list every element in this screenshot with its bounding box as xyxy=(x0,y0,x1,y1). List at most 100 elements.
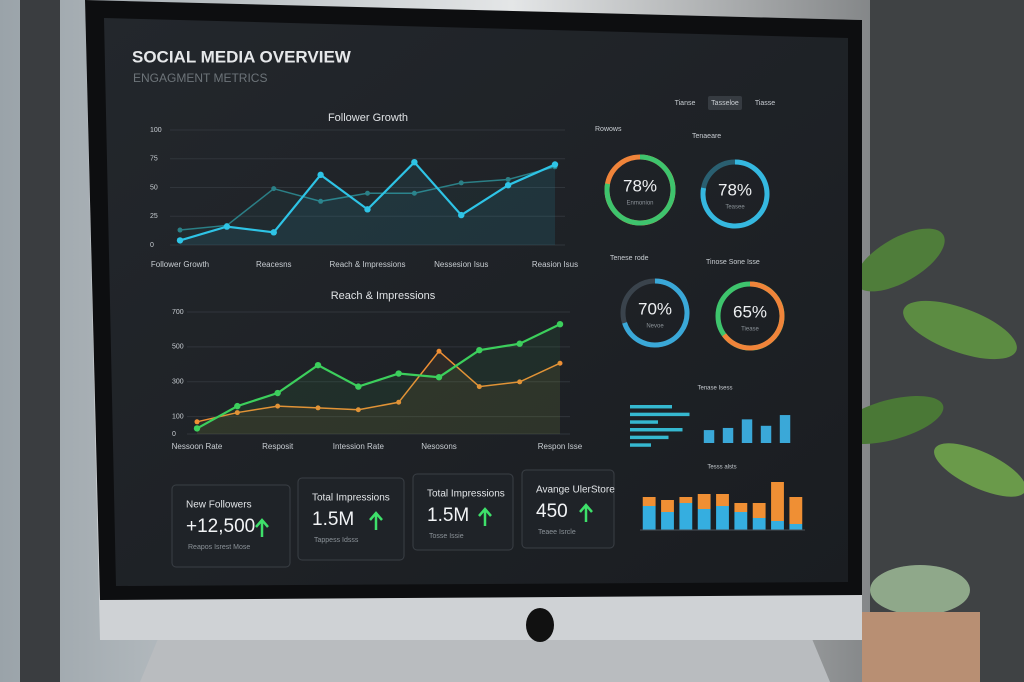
point xyxy=(270,229,277,236)
x-tick-label: Reasion Isus xyxy=(532,260,578,269)
point xyxy=(364,206,371,213)
bar-segment xyxy=(697,494,711,509)
donut-caption: Teasee xyxy=(725,205,745,211)
y-tick-label: 0 xyxy=(172,431,176,438)
y-tick-label: 500 xyxy=(172,344,184,351)
point xyxy=(504,182,512,189)
bar-segment xyxy=(642,506,656,530)
point xyxy=(234,402,241,410)
point xyxy=(355,383,362,390)
bar xyxy=(630,405,672,409)
point xyxy=(314,361,322,369)
chart-title: Tesss alsts xyxy=(707,465,736,471)
tab[interactable]: Tianse xyxy=(675,100,696,107)
x-tick-label: Follower Growth xyxy=(151,260,209,269)
x-tick-label: Nessoon Rate xyxy=(172,442,223,451)
donut-title: Tinose Sone Isse xyxy=(706,259,760,266)
bar-segment xyxy=(789,497,803,524)
donut-title: Rowows xyxy=(595,126,622,133)
bar xyxy=(722,427,734,443)
y-tick-label: 300 xyxy=(172,379,184,386)
chart-title: Reach & Impressions xyxy=(331,290,436,302)
point xyxy=(476,384,482,390)
point xyxy=(193,425,201,432)
bar-segment xyxy=(679,503,693,530)
tab[interactable]: Tasseloe xyxy=(711,100,739,107)
bar xyxy=(760,425,772,443)
point xyxy=(476,346,483,354)
chart-title: Follower Growth xyxy=(328,112,408,124)
donut-arc xyxy=(604,154,676,226)
stat-card xyxy=(521,469,615,549)
chart-title: Tenase Isess xyxy=(697,386,732,392)
point xyxy=(411,159,418,166)
bar xyxy=(630,435,669,440)
tab[interactable] xyxy=(708,96,742,110)
stat-value: 450 xyxy=(536,501,568,522)
y-tick-label: 700 xyxy=(172,309,184,316)
bar xyxy=(630,428,683,432)
bar xyxy=(703,430,715,443)
bar xyxy=(741,419,753,443)
bar-segment xyxy=(752,503,766,518)
point xyxy=(274,389,281,397)
bar-segment xyxy=(789,524,803,530)
bar xyxy=(630,443,651,447)
point xyxy=(318,198,324,204)
point xyxy=(396,399,402,405)
donut-value: 70% xyxy=(638,299,672,318)
point xyxy=(234,410,240,416)
x-tick-label: Nessesion Isus xyxy=(434,260,488,269)
x-tick-label: Reach & Impressions xyxy=(329,260,405,269)
subtitle: ENGAGMENT METRICS xyxy=(133,71,267,85)
screen xyxy=(104,18,848,586)
point xyxy=(275,403,281,409)
up-arrow xyxy=(579,503,593,522)
donut-title: Tenese rode xyxy=(610,255,649,262)
point xyxy=(517,379,523,385)
area xyxy=(180,166,555,245)
bar-segment xyxy=(771,482,784,521)
x-tick-label: Reacesns xyxy=(256,260,292,269)
bar-segment xyxy=(771,521,784,530)
donut-arc xyxy=(622,278,690,348)
point xyxy=(505,176,511,182)
point xyxy=(223,223,231,230)
point xyxy=(516,340,523,347)
x-tick-label: Nesosons xyxy=(421,442,457,451)
bar xyxy=(630,420,658,424)
donut-arc xyxy=(722,281,785,351)
donut-value: 78% xyxy=(718,180,752,199)
stat-title: New Followers xyxy=(186,500,252,511)
point xyxy=(355,407,361,413)
point xyxy=(411,190,417,196)
line xyxy=(196,323,561,430)
bar-segment xyxy=(752,518,766,530)
up-arrow xyxy=(255,518,269,537)
donut-value: 78% xyxy=(623,176,657,195)
plant xyxy=(836,228,1024,682)
stat-caption: Tappess Idsss xyxy=(314,537,359,544)
bar-segment xyxy=(642,497,656,506)
point xyxy=(194,419,200,425)
up-arrow xyxy=(369,511,383,530)
bar xyxy=(779,415,791,443)
donut-value: 65% xyxy=(733,302,767,321)
stat-caption: Tosse Issie xyxy=(429,533,464,540)
up-arrow xyxy=(478,507,492,526)
area xyxy=(197,351,560,434)
point xyxy=(271,186,277,192)
tab[interactable]: Tiasse xyxy=(755,100,775,107)
title: SOCIAL MEDIA OVERVIEW xyxy=(132,47,352,66)
point xyxy=(551,161,559,168)
stat-value: 1.5M xyxy=(427,505,469,526)
y-tick-label: 50 xyxy=(150,184,158,191)
point xyxy=(436,348,442,354)
y-tick-label: 100 xyxy=(150,127,162,134)
stat-card xyxy=(297,477,405,561)
donut-caption: Tiease xyxy=(741,327,759,333)
logo xyxy=(526,608,554,642)
x-tick-label: Intession Rate xyxy=(333,442,385,451)
y-tick-label: 25 xyxy=(150,213,158,220)
